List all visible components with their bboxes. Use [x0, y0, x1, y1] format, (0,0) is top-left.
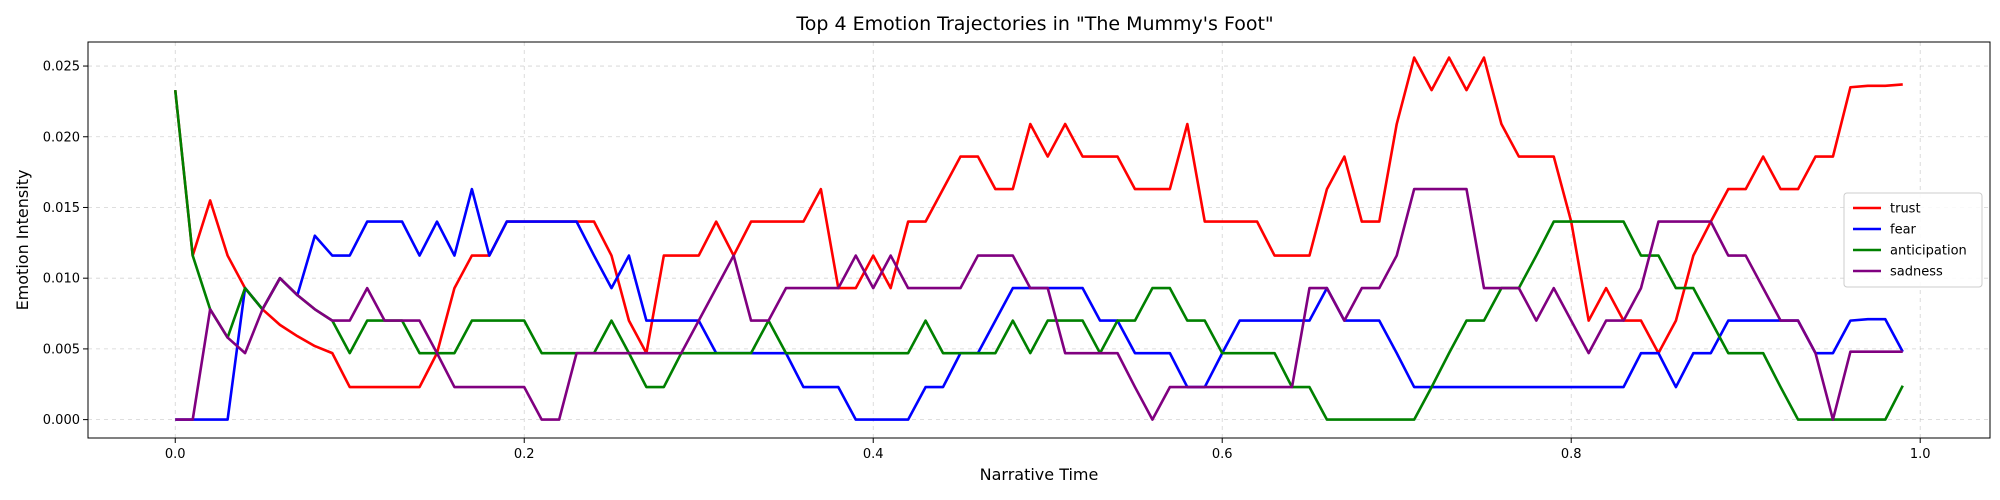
x-tick-label: 1.0	[1910, 447, 1931, 462]
x-tick-label: 0.8	[1561, 447, 1582, 462]
series-line-anticipation	[173, 89, 1904, 421]
legend-box	[1843, 192, 1983, 288]
y-axis-label: Emotion Intensity	[13, 170, 32, 311]
x-axis-label: Narrative Time	[980, 465, 1099, 484]
series-layer	[173, 56, 1904, 421]
series-line-sadness	[175, 187, 1903, 421]
grid-lines	[88, 42, 1990, 438]
y-axis: 0.000 0.005 0.010 0.015 0.020 0.025	[43, 60, 88, 428]
legend-label-anticipation: anticipation	[1890, 244, 1967, 259]
legend-label-sadness: sadness	[1890, 265, 1943, 280]
y-tick-label: 0.000	[43, 413, 80, 428]
y-tick-label: 0.010	[43, 272, 80, 287]
x-tick-label: 0.2	[514, 447, 535, 462]
y-tick-label: 0.015	[43, 201, 80, 216]
y-tick-label: 0.025	[43, 60, 80, 75]
legend-label-trust: trust	[1890, 202, 1921, 217]
legend-label-fear: fear	[1890, 223, 1917, 238]
x-tick-label: 0.6	[1212, 447, 1233, 462]
series-line-fear	[175, 187, 1904, 421]
x-tick-label: 0.4	[863, 447, 884, 462]
legend: trust fear anticipation sadness	[1843, 192, 1983, 288]
plot-frame	[87, 41, 1991, 439]
chart-title: Top 4 Emotion Trajectories in "The Mummy…	[795, 13, 1273, 35]
y-tick-label: 0.020	[43, 130, 80, 145]
y-tick-label: 0.005	[43, 342, 80, 357]
x-tick-label: 0.0	[165, 447, 186, 462]
series-line-trust	[173, 56, 1903, 389]
x-axis: 0.0 0.2 0.4 0.6 0.8 1.0	[165, 438, 1931, 462]
